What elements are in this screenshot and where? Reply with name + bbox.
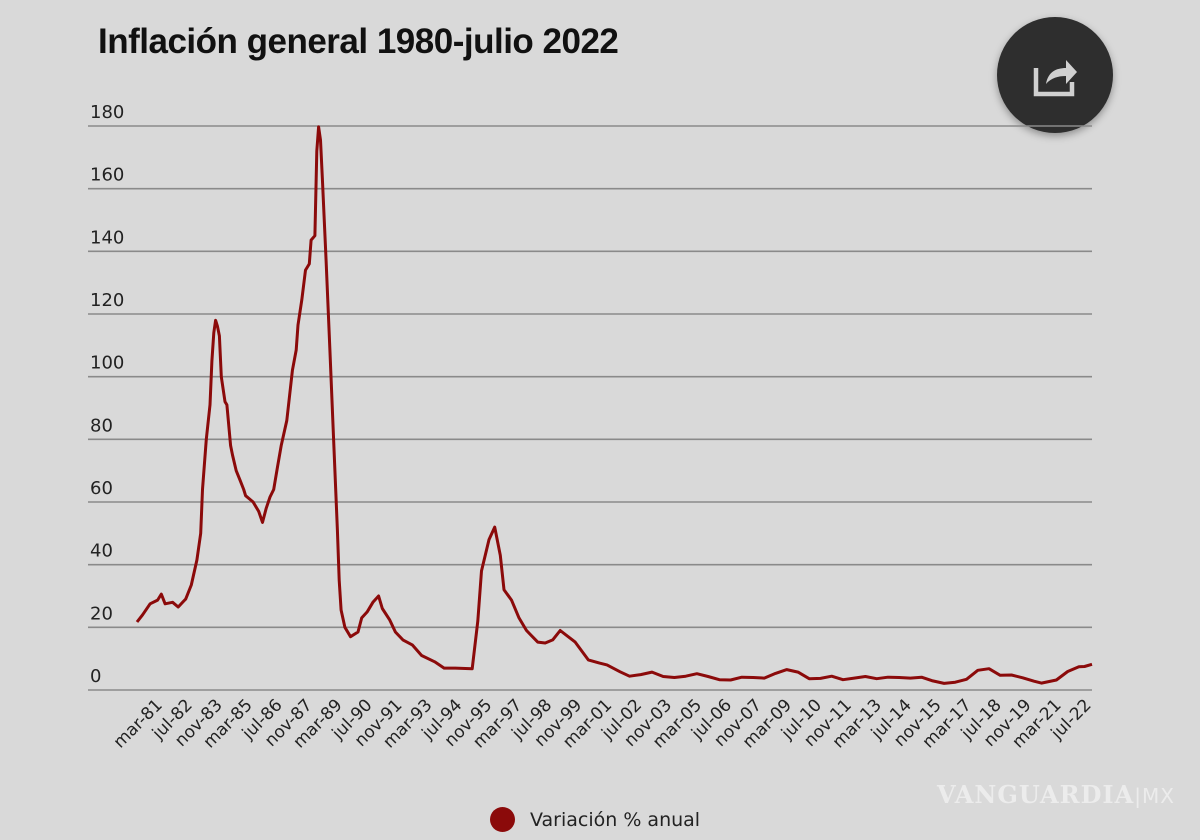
y-tick-label: 20 [90,603,113,624]
legend: Variación % anual [490,807,700,832]
y-tick-label: 80 [90,415,113,436]
share-button[interactable] [997,17,1113,133]
y-tick-label: 120 [90,290,124,311]
watermark-logo: VANGUARDIA|MX [937,780,1175,809]
y-tick-label: 160 [90,165,124,186]
y-tick-label: 0 [90,666,101,687]
y-tick-label: 100 [90,353,124,374]
legend-label: Variación % anual [530,808,701,831]
series-line [135,125,1093,685]
y-tick-label: 40 [90,541,113,562]
y-tick-label: 60 [90,478,113,499]
chart-title: Inflación general 1980-julio 2022 [98,22,619,61]
y-tick-label: 180 [90,102,124,123]
legend-marker [490,807,515,832]
share-icon [1033,60,1077,97]
y-tick-label: 140 [90,227,124,248]
line-chart: 020406080100120140160180mar-81jul-82nov-… [88,102,1096,752]
